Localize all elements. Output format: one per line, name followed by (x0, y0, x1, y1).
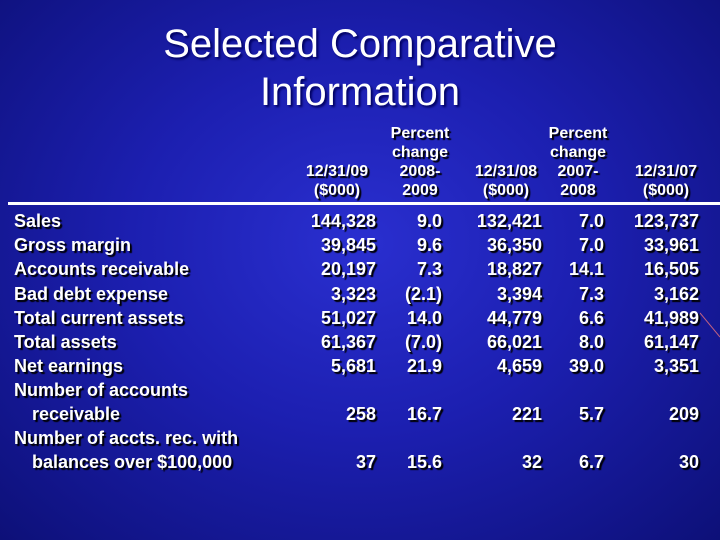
header-divider (8, 202, 720, 205)
table-cell: (2.1) (404, 284, 442, 304)
row-label: Bad debt expense (14, 284, 169, 304)
table-cell: 3,323 (330, 284, 376, 304)
column-header-line: 2008 (560, 182, 596, 199)
row-label: balances over $100,000 (32, 452, 233, 472)
table-cell: 32 (521, 452, 542, 472)
table-cell: 4,659 (496, 356, 542, 376)
table-cell: 37 (355, 452, 376, 472)
table-cell: 3,394 (496, 284, 542, 304)
table-cell: 7.0 (578, 235, 604, 255)
column-header-line: change (391, 144, 448, 161)
table-cell: 66,021 (486, 332, 542, 352)
column-header-line: ($000) (313, 182, 361, 199)
table-cell: 209 (668, 404, 699, 424)
column-header-line: 12/31/09 (305, 163, 369, 180)
table-cell: 15.6 (406, 452, 442, 472)
table-cell: 123,737 (633, 211, 699, 231)
row-label: Number of accounts (14, 380, 189, 400)
table-cell: 7.3 (578, 284, 604, 304)
table-cell: 61,147 (643, 332, 699, 352)
decorative-line (700, 312, 720, 338)
table-cell: 5,681 (330, 356, 376, 376)
table-cell: 41,989 (643, 308, 699, 328)
row-label: Total assets (14, 332, 117, 352)
slide-title: Selected Comparative Information (0, 20, 720, 116)
table-cell: 6.7 (578, 452, 604, 472)
table-cell: 33,961 (643, 235, 699, 255)
table-cell: 8.0 (578, 332, 604, 352)
table-cell: 9.6 (416, 235, 442, 255)
table-cell: 7.3 (416, 259, 442, 279)
column-header-line: Percent (390, 125, 450, 142)
column-header-line: change (549, 144, 606, 161)
table-cell: (7.0) (404, 332, 442, 352)
table-cell: 144,328 (310, 211, 376, 231)
table-cell: 132,421 (476, 211, 542, 231)
row-label: Gross margin (14, 235, 132, 255)
table-cell: 14.0 (406, 308, 442, 328)
table-cell: 16.7 (406, 404, 442, 424)
table-cell: 3,351 (653, 356, 699, 376)
table-cell: 5.7 (578, 404, 604, 424)
column-header-3: 12/31/08 ($000) (456, 162, 556, 200)
column-header-line: 2007- (557, 163, 599, 180)
column-header-1: 12/31/09 ($000) (287, 162, 387, 200)
row-label: Accounts receivable (14, 259, 190, 279)
table-cell: 51,027 (320, 308, 376, 328)
column-header-line: 2008- (399, 163, 441, 180)
table-cell: 30 (678, 452, 699, 472)
row-label: Number of accts. rec. with (14, 428, 239, 448)
column-header-line: Percent (548, 125, 608, 142)
column-header-2: Percent change 2008- 2009 (370, 124, 470, 200)
column-header-line: ($000) (482, 182, 530, 199)
column-header-4: Percent change 2007- 2008 (528, 124, 628, 200)
column-header-line: 12/31/08 (474, 163, 538, 180)
row-label: receivable (32, 404, 121, 424)
table-cell: 61,367 (320, 332, 376, 352)
table-cell: 258 (345, 404, 376, 424)
table-cell: 3,162 (653, 284, 699, 304)
table-cell: 7.0 (578, 211, 604, 231)
table-cell: 221 (511, 404, 542, 424)
table-cell: 36,350 (486, 235, 542, 255)
row-label: Net earnings (14, 356, 124, 376)
table-cell: 44,779 (486, 308, 542, 328)
column-header-line: 12/31/07 (634, 163, 698, 180)
title-line-1: Selected Comparative (163, 22, 557, 66)
table-cell: 39,845 (320, 235, 376, 255)
row-label: Total current assets (14, 308, 184, 328)
row-label: Sales (14, 211, 62, 231)
table-cell: 9.0 (416, 211, 442, 231)
table-cell: 6.6 (578, 308, 604, 328)
table-cell: 14.1 (568, 259, 604, 279)
table-cell: 21.9 (406, 356, 442, 376)
column-header-line: 2009 (402, 182, 438, 199)
column-header-5: 12/31/07 ($000) (616, 162, 716, 200)
title-line-2: Information (259, 70, 461, 114)
column-header-line: ($000) (642, 182, 690, 199)
table-cell: 18,827 (486, 259, 542, 279)
table-cell: 16,505 (643, 259, 699, 279)
table-cell: 39.0 (568, 356, 604, 376)
table-cell: 20,197 (320, 259, 376, 279)
